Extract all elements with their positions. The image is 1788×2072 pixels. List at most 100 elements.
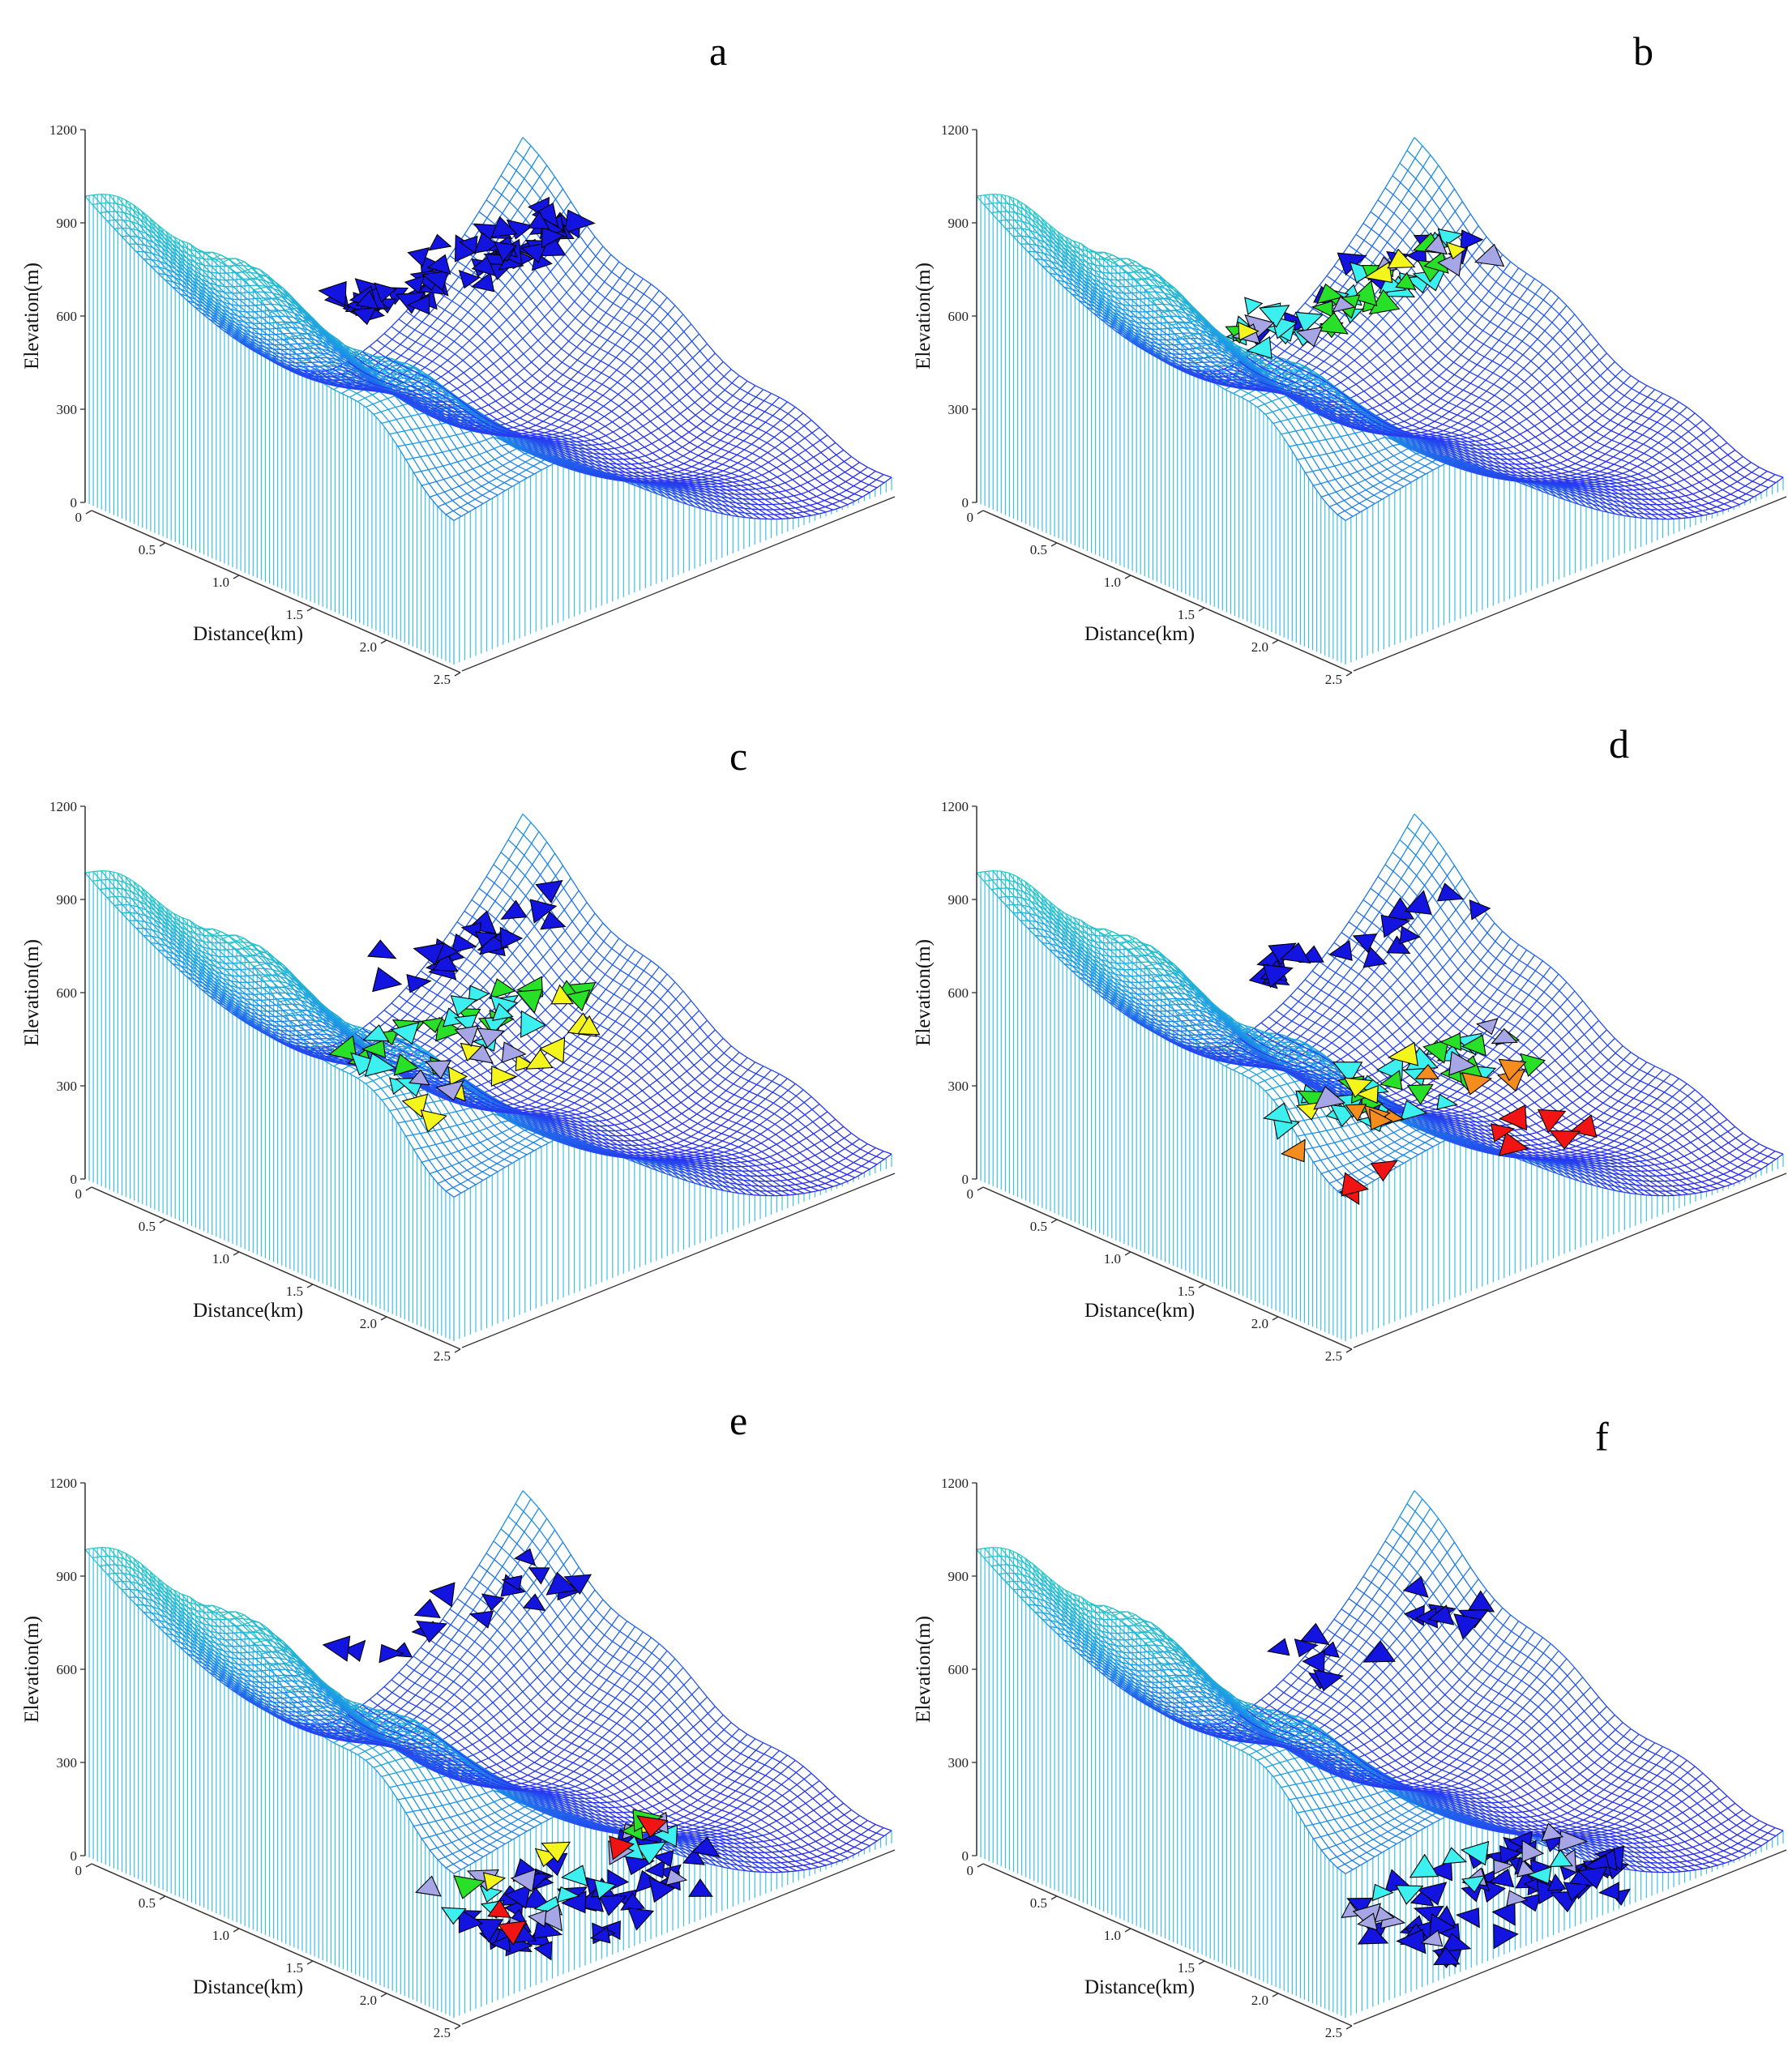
mesh-line [468, 499, 475, 503]
mesh-line [533, 462, 541, 466]
mesh-line [551, 420, 558, 425]
mesh-line [456, 435, 464, 446]
mesh-line [458, 462, 466, 472]
mesh-line [242, 285, 250, 286]
mesh-line [777, 473, 785, 476]
mesh-line [457, 446, 464, 449]
mesh-line [591, 430, 598, 434]
mesh-line [489, 478, 496, 482]
mesh-line [440, 361, 447, 366]
mesh-line [729, 446, 736, 452]
mesh-line [525, 188, 533, 199]
mesh-line [575, 293, 582, 301]
mesh-line [546, 342, 554, 349]
mesh-line [564, 390, 571, 396]
mesh-line [648, 476, 657, 478]
mesh-line [705, 437, 712, 442]
mesh-line [592, 348, 600, 357]
mesh-line [550, 263, 558, 272]
mesh-line [430, 494, 437, 497]
mesh-line [657, 384, 664, 391]
mesh-line [497, 411, 505, 417]
mesh-line [467, 493, 475, 499]
mesh-line [588, 256, 596, 266]
mesh-line [545, 431, 552, 434]
mesh-line [409, 342, 416, 349]
mesh-line [700, 472, 708, 474]
mesh-line [652, 440, 659, 444]
mesh-line [349, 393, 357, 397]
mesh-line [837, 462, 845, 467]
mesh-line [505, 421, 512, 424]
mesh-line [502, 182, 509, 194]
mesh-line [560, 433, 568, 435]
mesh-line [661, 331, 669, 339]
mesh-line [384, 334, 392, 340]
mesh-line [699, 466, 707, 469]
mesh-line [606, 303, 614, 313]
mesh-line [633, 375, 640, 382]
mesh-line [472, 211, 479, 223]
mesh-line [486, 438, 494, 440]
mesh-line [366, 404, 373, 408]
mesh-line [557, 396, 564, 403]
mesh-line [664, 378, 671, 384]
mesh-line [661, 314, 668, 323]
mesh-line [668, 451, 675, 455]
mesh-line [788, 407, 795, 413]
mesh-line [435, 454, 443, 466]
mesh-line [497, 408, 504, 412]
mesh-line [464, 431, 471, 433]
mesh-line [596, 395, 603, 402]
mesh-line [629, 304, 636, 314]
mesh-line [261, 288, 269, 300]
mesh-line [460, 503, 468, 507]
mesh-line [248, 299, 256, 300]
mesh-line [772, 409, 780, 416]
mesh-line [268, 328, 276, 329]
mesh-line [614, 438, 621, 442]
mesh-line [433, 366, 440, 372]
mesh-line [541, 462, 549, 466]
mesh-line [513, 428, 521, 430]
mesh-line [520, 414, 527, 418]
mesh-line [390, 434, 398, 446]
mesh-line [432, 361, 440, 366]
mesh-line [776, 453, 783, 458]
mesh-line [541, 399, 549, 404]
mesh-line [518, 382, 525, 387]
mesh-line [618, 388, 626, 395]
mesh-line [657, 412, 665, 417]
mesh-line [620, 412, 627, 417]
mesh-line [584, 437, 592, 441]
mesh-line [785, 480, 793, 483]
mesh-line [362, 346, 370, 352]
mesh-line [738, 467, 746, 471]
mesh-line [703, 404, 710, 410]
mesh-line [775, 442, 782, 448]
mesh-line [477, 341, 485, 348]
mesh-line [644, 443, 652, 446]
mesh-line [425, 350, 432, 357]
mesh-line [604, 400, 611, 406]
mesh-line [628, 288, 635, 298]
mesh-line [757, 493, 764, 494]
mesh-line [515, 339, 523, 345]
mesh-line [439, 344, 447, 348]
mesh-line [796, 413, 803, 420]
mesh-line [678, 380, 686, 387]
mesh-line [789, 518, 797, 519]
mesh-line [497, 483, 504, 487]
mesh-line [735, 421, 742, 428]
mesh-line [789, 513, 796, 514]
mesh-line [694, 382, 701, 389]
mesh-line [661, 455, 668, 459]
mesh-line [750, 408, 757, 416]
mesh-line [417, 357, 425, 364]
mesh-line [445, 504, 453, 511]
mesh-line [653, 323, 661, 331]
mesh-line [684, 460, 691, 464]
mesh-line [662, 469, 669, 471]
mesh-line [587, 380, 594, 387]
mesh-line [575, 422, 582, 427]
